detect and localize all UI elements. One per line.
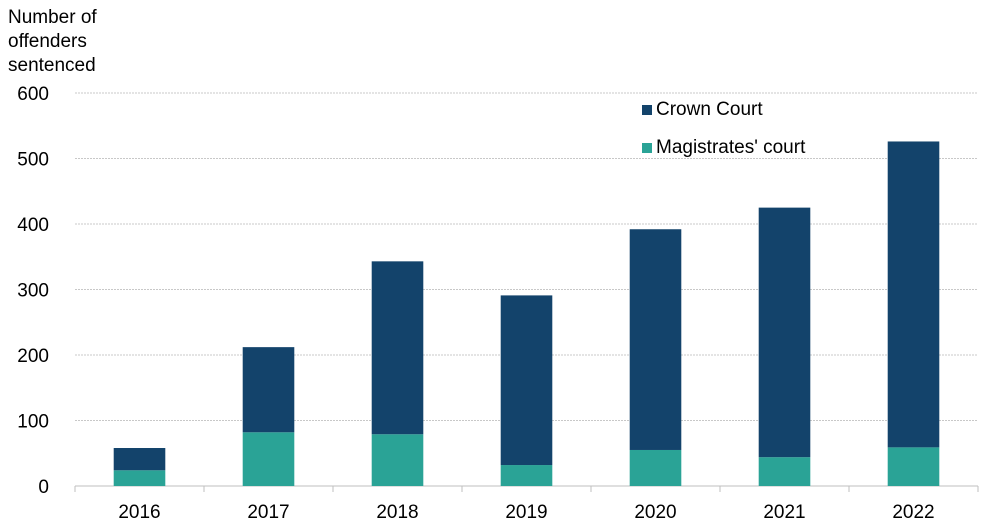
bar-magistrates-court [500, 465, 553, 486]
bar-magistrates-court [629, 449, 682, 486]
legend-label-magistrates-court: Magistrates' court [656, 137, 806, 158]
bar-crown-court [629, 229, 682, 450]
bar-crown-court [758, 207, 811, 458]
bar-magistrates-court [758, 457, 811, 486]
y-axis-title-line: offenders [8, 31, 87, 52]
y-tick-label: 100 [17, 412, 49, 433]
x-tick-label: 2018 [376, 502, 418, 523]
y-axis-title-line: sentenced [8, 55, 96, 76]
x-tick-label: 2017 [247, 502, 289, 523]
legend-swatch-magistrates-court [642, 143, 652, 153]
legend-item-magistrates-court: Magistrates' court [642, 137, 805, 159]
x-tick-label: 2016 [118, 502, 160, 523]
bar-magistrates-court [113, 470, 166, 486]
y-axis-title-line: Number of [8, 7, 97, 28]
y-tick-label: 400 [17, 215, 49, 236]
legend-swatch-crown-court [642, 105, 652, 115]
y-tick-label: 200 [17, 346, 49, 367]
legend-item-crown-court: Crown Court [642, 99, 763, 121]
x-tick-label: 2020 [634, 502, 676, 523]
y-tick-label: 0 [38, 477, 49, 498]
bar-magistrates-court [371, 434, 424, 486]
legend-label-crown-court: Crown Court [656, 99, 763, 120]
bar-crown-court [500, 295, 553, 466]
y-tick-label: 600 [17, 84, 49, 105]
x-tick-label: 2022 [892, 502, 934, 523]
bar-crown-court [242, 347, 295, 433]
bar-magistrates-court [242, 432, 295, 486]
bar-crown-court [887, 141, 940, 448]
y-tick-label: 300 [17, 281, 49, 302]
bar-crown-court [371, 261, 424, 435]
x-tick-label: 2021 [763, 502, 805, 523]
y-tick-label: 500 [17, 150, 49, 171]
bar-crown-court [113, 448, 166, 471]
bar-magistrates-court [887, 447, 940, 486]
x-tick-label: 2019 [505, 502, 547, 523]
